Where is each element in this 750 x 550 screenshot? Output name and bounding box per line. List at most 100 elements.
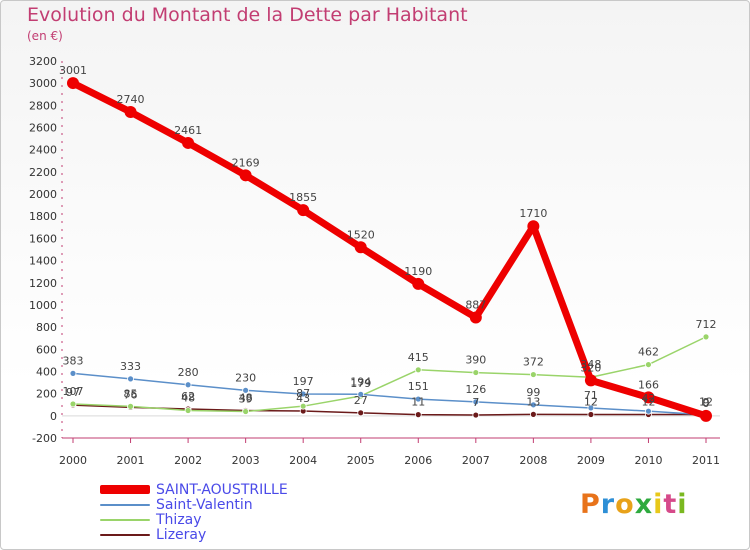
data-point xyxy=(645,407,652,415)
y-tick-label: 2200 xyxy=(29,166,57,179)
series-line xyxy=(72,372,707,416)
x-tick-label: 2007 xyxy=(462,454,490,467)
data-label: 0 xyxy=(703,397,710,410)
data-label: 76 xyxy=(124,388,138,401)
data-label: 348 xyxy=(580,358,601,371)
logo-letter: o xyxy=(615,489,635,520)
x-tick-label: 2001 xyxy=(117,454,145,467)
data-label: 11 xyxy=(411,396,425,409)
legend-label: Lizeray xyxy=(156,527,207,543)
data-label: 462 xyxy=(638,346,659,359)
y-tick-label: 1600 xyxy=(29,232,57,245)
data-point xyxy=(297,204,310,217)
series-saint-aoustrille xyxy=(67,77,712,422)
x-tick-label: 2008 xyxy=(519,454,547,467)
data-label: 280 xyxy=(178,366,199,379)
data-label: 372 xyxy=(523,356,544,369)
data-label: 197 xyxy=(293,375,314,388)
data-label: 12 xyxy=(699,395,713,408)
data-point xyxy=(357,390,365,398)
y-tick-label: 200 xyxy=(36,388,57,401)
data-label: 712 xyxy=(696,318,717,331)
data-label: 230 xyxy=(235,371,256,384)
data-point xyxy=(587,411,595,418)
legend-swatch xyxy=(100,485,150,494)
data-point xyxy=(472,369,480,376)
y-tick-label: 2400 xyxy=(29,144,57,157)
legend-label: Thizay xyxy=(156,512,202,528)
data-point xyxy=(127,375,134,383)
data-label: 415 xyxy=(408,351,429,364)
series-saint-valentin xyxy=(69,369,710,419)
y-tick-label: 1200 xyxy=(29,277,57,290)
x-tick-label: 2009 xyxy=(577,454,605,467)
logo-letter: i xyxy=(677,489,688,520)
data-label: 85 xyxy=(124,387,138,400)
data-point xyxy=(182,136,195,149)
series-line xyxy=(69,79,710,420)
data-label: 1190 xyxy=(404,265,432,278)
data-point xyxy=(529,371,537,378)
y-tick-label: 3000 xyxy=(29,77,57,90)
x-tick-label: 2005 xyxy=(347,454,375,467)
data-label: 62 xyxy=(181,390,195,403)
data-label: 179 xyxy=(350,377,371,390)
data-label: 27 xyxy=(354,394,368,407)
legend-swatch xyxy=(100,519,150,521)
data-point xyxy=(469,311,482,324)
data-label: 390 xyxy=(465,354,486,367)
series-line xyxy=(72,336,707,413)
y-tick-label: 3200 xyxy=(29,55,57,68)
series-line xyxy=(72,404,707,416)
proxiti-logo: Proxiti xyxy=(580,489,688,520)
x-tick-label: 2000 xyxy=(59,454,87,467)
data-label: 97 xyxy=(66,386,80,399)
data-label: 887 xyxy=(465,298,486,311)
y-tick-label: -200 xyxy=(32,432,57,445)
data-point xyxy=(242,386,250,394)
data-point xyxy=(529,401,537,409)
data-point xyxy=(702,333,710,341)
labels-saint-valentin: 383 333 280 230 197 194 151 126 99 71 42 9 xyxy=(63,354,710,408)
x-tick-label: 2004 xyxy=(289,454,317,467)
data-label: 1520 xyxy=(347,228,375,241)
y-tick-label: 800 xyxy=(36,321,57,334)
data-point xyxy=(584,374,597,387)
legend-swatch xyxy=(100,504,150,506)
data-point xyxy=(69,369,77,377)
y-tick-label: 2000 xyxy=(29,188,57,201)
data-label: 1710 xyxy=(519,207,547,220)
data-point xyxy=(67,77,79,90)
labels-saint-aoustrille: 3001274024612169185515201190887171032016… xyxy=(59,64,710,410)
data-point xyxy=(472,398,480,406)
data-point xyxy=(642,391,655,404)
data-label: 1855 xyxy=(289,191,317,204)
data-point xyxy=(242,408,250,415)
data-label: 9 xyxy=(703,396,710,409)
data-label: 99 xyxy=(526,386,540,399)
data-point xyxy=(239,169,252,182)
data-point xyxy=(299,390,307,398)
y-tick-label: 1000 xyxy=(29,299,57,312)
x-tick-label: 2003 xyxy=(232,454,260,467)
data-point xyxy=(529,410,537,418)
logo-letter: r xyxy=(600,489,616,520)
data-label: 71 xyxy=(584,389,598,402)
data-label: 43 xyxy=(296,392,310,405)
x-tick-label: 2006 xyxy=(404,454,432,467)
logo-letter: i xyxy=(653,489,664,520)
data-label: 39 xyxy=(239,392,253,405)
legend-swatch xyxy=(100,534,150,536)
data-point xyxy=(587,404,595,412)
data-label: 320 xyxy=(580,361,601,374)
data-label: 2461 xyxy=(174,124,202,137)
data-label: 2740 xyxy=(117,93,145,106)
series-thizay xyxy=(69,333,710,415)
x-tick-label: 2011 xyxy=(692,454,720,467)
y-tick-label: 0 xyxy=(50,410,57,423)
legend-label: Saint-Valentin xyxy=(156,497,253,513)
data-label: 2169 xyxy=(232,156,260,169)
